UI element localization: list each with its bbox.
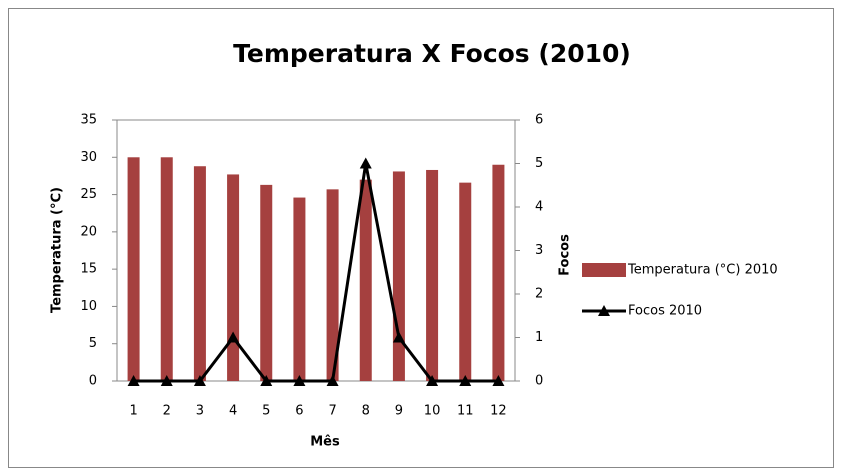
marker bbox=[293, 375, 306, 386]
y-tick-label: 30 bbox=[80, 150, 97, 165]
bar bbox=[193, 166, 206, 381]
marker bbox=[459, 375, 472, 386]
legend-swatch bbox=[582, 263, 626, 277]
marker bbox=[359, 157, 372, 169]
marker bbox=[326, 375, 339, 386]
x-tick-label: 12 bbox=[490, 404, 507, 419]
y-tick-label: 10 bbox=[80, 299, 97, 314]
y-tick-label: 15 bbox=[80, 262, 97, 277]
y2-tick-label: 0 bbox=[535, 374, 543, 389]
marker bbox=[426, 375, 439, 386]
x-tick-label: 8 bbox=[362, 404, 370, 419]
marker bbox=[127, 375, 140, 386]
line bbox=[133, 163, 499, 383]
marker bbox=[193, 375, 206, 386]
x-tick-label: 7 bbox=[328, 404, 336, 419]
y2-tick-label: 6 bbox=[535, 113, 543, 128]
y-tick-label: 25 bbox=[80, 187, 97, 202]
x-tick-label: 5 bbox=[262, 404, 270, 419]
y2-tick-label: 2 bbox=[535, 287, 543, 302]
bar bbox=[359, 179, 372, 381]
bar bbox=[492, 164, 505, 381]
y-tick-label: 20 bbox=[80, 224, 97, 239]
bar bbox=[260, 184, 273, 381]
x-axis-title: Mês bbox=[310, 435, 340, 450]
chart-title: Temperatura X Focos (2010) bbox=[233, 39, 631, 68]
y-tick-label: 0 bbox=[89, 374, 97, 389]
y-tick-label: 35 bbox=[80, 113, 97, 128]
y-axis-title: Temperatura (°C) bbox=[50, 187, 65, 313]
bar bbox=[326, 189, 339, 381]
marker bbox=[160, 375, 173, 386]
y2-axis-title: Focos bbox=[558, 234, 573, 276]
bar bbox=[293, 197, 306, 381]
y-tick-label: 5 bbox=[89, 336, 97, 351]
bar bbox=[392, 171, 405, 381]
legend-label: Focos 2010 bbox=[628, 304, 702, 319]
chart-frame bbox=[8, 8, 834, 468]
bar bbox=[127, 157, 140, 381]
x-tick-label: 1 bbox=[129, 404, 137, 419]
legend-marker bbox=[598, 305, 610, 316]
x-tick-label: 3 bbox=[196, 404, 204, 419]
y2-tick-label: 1 bbox=[535, 330, 543, 345]
marker bbox=[260, 375, 273, 386]
legend-label: Temperatura (°C) 2010 bbox=[627, 263, 778, 278]
bar bbox=[160, 157, 173, 381]
x-tick-label: 4 bbox=[229, 404, 237, 419]
x-tick-label: 2 bbox=[163, 404, 171, 419]
bar bbox=[426, 169, 439, 381]
x-tick-label: 9 bbox=[395, 404, 403, 419]
marker bbox=[492, 375, 505, 386]
x-tick-label: 10 bbox=[424, 404, 441, 419]
x-tick-label: 6 bbox=[295, 404, 303, 419]
marker bbox=[392, 331, 405, 343]
marker bbox=[227, 331, 240, 343]
y2-tick-label: 5 bbox=[535, 156, 543, 171]
x-tick-label: 11 bbox=[457, 404, 474, 419]
y2-tick-label: 3 bbox=[535, 243, 543, 258]
bar bbox=[227, 174, 240, 381]
bar bbox=[459, 182, 472, 381]
y2-tick-label: 4 bbox=[535, 200, 543, 215]
